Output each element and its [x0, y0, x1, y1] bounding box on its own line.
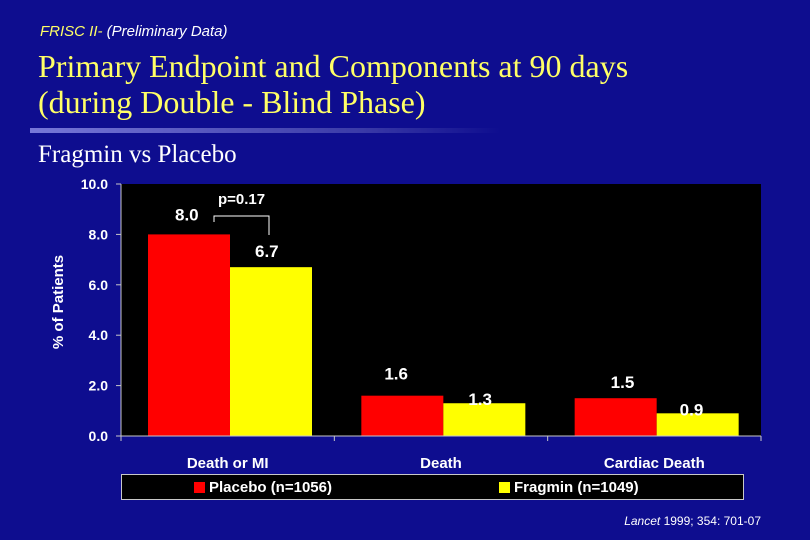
p-value-bracket — [213, 215, 270, 235]
bar-fragmin — [230, 267, 312, 436]
bar-placebo — [574, 398, 657, 436]
slide-title: Primary Endpoint and Components at 90 da… — [38, 48, 798, 120]
data-label: 8.0 — [175, 205, 199, 224]
y-tick-label: 4.0 — [89, 327, 109, 343]
citation-journal: Lancet — [624, 514, 661, 528]
slide-subtitle: Fragmin vs Placebo — [38, 141, 237, 168]
y-tick-label: 10.0 — [81, 176, 108, 192]
study-label: FRISC II- (Preliminary Data) — [40, 23, 228, 40]
citation-details: 1999; 354: 701-07 — [660, 514, 761, 528]
data-label: 1.3 — [468, 390, 492, 409]
citation: Lancet 1999; 354: 701-07 — [624, 514, 761, 528]
data-label: 1.5 — [611, 373, 635, 392]
title-line-2: (during Double - Blind Phase) — [38, 84, 426, 120]
title-underline — [30, 128, 500, 133]
y-tick-label: 2.0 — [89, 378, 109, 394]
y-axis-label: % of Patients — [50, 255, 67, 349]
data-label: 1.6 — [384, 365, 408, 384]
legend-swatch-placebo — [194, 482, 205, 493]
y-tick-label: 0.0 — [89, 428, 109, 444]
study-label-prefix: FRISC II- — [40, 23, 103, 40]
bar-placebo — [148, 234, 230, 436]
legend-item-fragmin: Fragmin (n=1049) — [499, 479, 639, 496]
bar-fragmin — [443, 403, 526, 436]
title-line-1: Primary Endpoint and Components at 90 da… — [38, 48, 629, 84]
x-category-label: Cardiac Death — [604, 455, 705, 472]
x-category-label: Death — [420, 455, 462, 472]
y-tick-label: 8.0 — [89, 226, 109, 242]
data-label: 6.7 — [255, 242, 279, 261]
legend-swatch-fragmin — [499, 482, 510, 493]
bar-fragmin — [656, 413, 739, 436]
chart-legend: Placebo (n=1056) Fragmin (n=1049) — [121, 474, 744, 500]
y-tick-label: 6.0 — [89, 277, 109, 293]
p-value-annotation: p=0.17 — [218, 191, 265, 208]
bar-chart: 0.0 2.0 4.0 6.0 8.0 10.0 Death or MI Death Card… — [50, 176, 762, 472]
bar-placebo — [361, 395, 444, 436]
legend-item-placebo: Placebo (n=1056) — [194, 479, 332, 496]
x-category-label: Death or MI — [187, 455, 269, 472]
data-label: 0.9 — [680, 400, 704, 419]
legend-label-fragmin: Fragmin (n=1049) — [514, 479, 639, 496]
study-label-note: (Preliminary Data) — [102, 23, 228, 40]
legend-label-placebo: Placebo (n=1056) — [209, 479, 332, 496]
